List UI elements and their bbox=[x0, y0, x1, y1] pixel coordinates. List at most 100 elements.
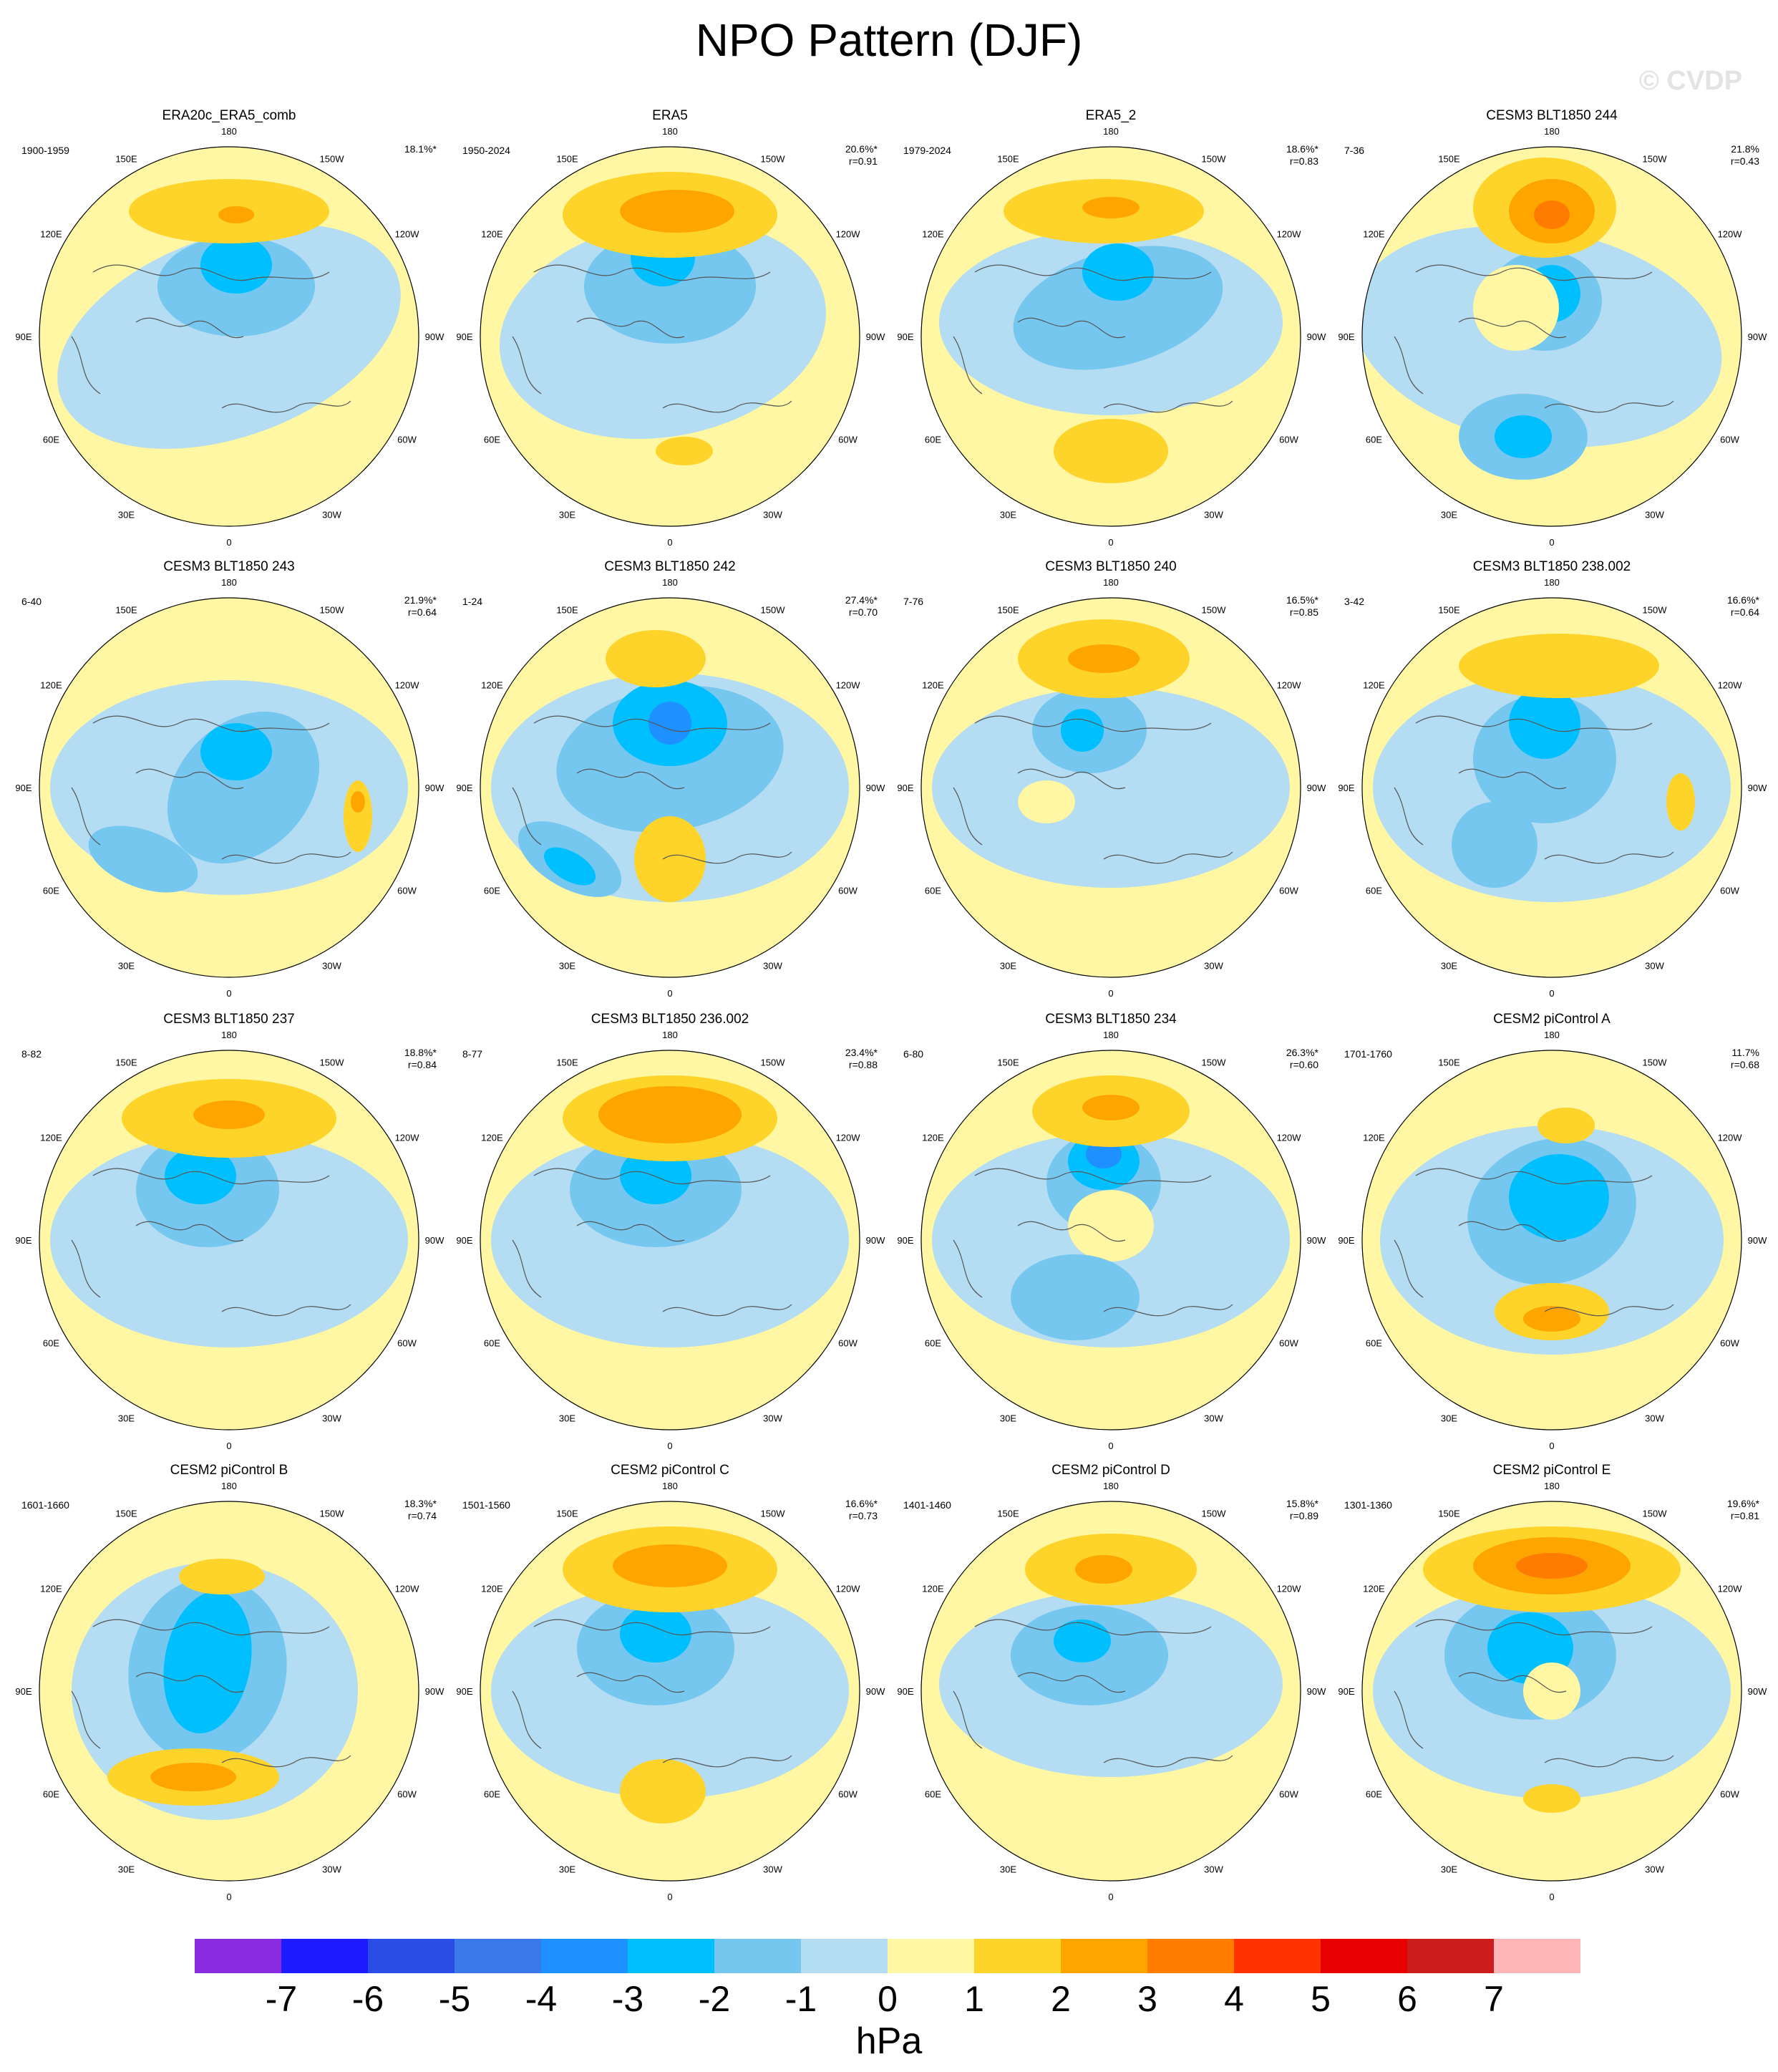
map-panel-years: 3-42 bbox=[1344, 596, 1365, 607]
variance-explained: 27.4%* bbox=[845, 594, 878, 606]
map-panel: CESM2 piControl A 1701-1760 11.7% r=0.68 0 30… bbox=[1330, 1011, 1774, 1462]
longitude-label: 180 bbox=[662, 126, 678, 137]
longitude-label: 0 bbox=[226, 988, 231, 999]
map-panel-years: 1979-2024 bbox=[903, 145, 951, 156]
polar-map: 0 30E 60E 90E 120E 150E 180 150W 120W 90W 60W 30W bbox=[15, 1481, 444, 1902]
longitude-label: 120E bbox=[40, 680, 62, 691]
polar-map: 0 30E 60E 90E 120E 150E 180 150W 120W 90W 60W 30W bbox=[1338, 577, 1767, 999]
longitude-label: 0 bbox=[667, 1441, 672, 1451]
pattern-correlation: r=0.60 bbox=[1289, 1059, 1318, 1070]
coastline bbox=[71, 264, 351, 413]
longitude-label: 90W bbox=[866, 331, 885, 342]
longitude-label: 180 bbox=[221, 1030, 237, 1040]
coastline bbox=[953, 264, 1233, 413]
longitude-label: 0 bbox=[1108, 537, 1113, 548]
longitude-label: 90E bbox=[15, 783, 31, 793]
longitude-label: 30E bbox=[559, 510, 575, 521]
longitude-label: 30E bbox=[559, 1864, 575, 1875]
positive-anomaly-contour bbox=[150, 1763, 236, 1791]
polar-map: 0 30E 60E 90E 120E 150E 180 150W 120W 90W 60W 30W bbox=[897, 577, 1326, 999]
colorbar-swatch bbox=[1494, 1939, 1580, 1973]
longitude-label: 0 bbox=[226, 1892, 231, 1902]
pattern-correlation: r=0.83 bbox=[1289, 155, 1318, 167]
map-boundary-circle bbox=[480, 597, 860, 978]
longitude-label: 90E bbox=[1338, 783, 1354, 793]
map-panel-stats: 16.6%* r=0.64 bbox=[1727, 594, 1759, 619]
longitude-label: 30W bbox=[322, 1864, 341, 1875]
variance-explained: 16.6%* bbox=[845, 1498, 878, 1509]
longitude-label: 120W bbox=[1718, 1584, 1743, 1594]
negative-anomaly-contour bbox=[620, 1147, 691, 1204]
variance-explained: 11.7% bbox=[1731, 1047, 1759, 1058]
positive-anomaly-contour bbox=[218, 206, 254, 223]
map-boundary-circle bbox=[1361, 1050, 1742, 1430]
map-panel-years: 1900-1959 bbox=[21, 145, 69, 156]
longitude-label: 30W bbox=[322, 961, 341, 972]
map-panel: CESM3 BLT1850 236.002 8-77 23.4%* r=0.88 0 30… bbox=[448, 1011, 892, 1462]
positive-anomaly-contour bbox=[1473, 265, 1559, 351]
longitude-label: 150W bbox=[1202, 153, 1227, 164]
longitude-label: 60E bbox=[925, 435, 941, 445]
longitude-label: 30E bbox=[1441, 1864, 1457, 1875]
map-panel: CESM2 piControl D 1401-1460 15.8%* r=0.89 0 3… bbox=[889, 1462, 1333, 1913]
longitude-label: 180 bbox=[1103, 1481, 1119, 1491]
longitude-label: 120W bbox=[1718, 1133, 1743, 1143]
longitude-label: 120W bbox=[1718, 229, 1743, 240]
map-panel-title: CESM3 BLT1850 238.002 bbox=[1472, 559, 1631, 574]
longitude-label: 30E bbox=[1000, 1413, 1016, 1424]
colorbar-swatch bbox=[541, 1939, 628, 1973]
longitude-label: 90W bbox=[425, 1235, 444, 1246]
longitude-label: 60E bbox=[484, 886, 500, 896]
longitude-label: 60W bbox=[1279, 1338, 1298, 1349]
map-panel-stats: 16.6%* r=0.73 bbox=[845, 1498, 878, 1522]
map-panel-years: 6-80 bbox=[903, 1048, 924, 1060]
longitude-label: 150W bbox=[320, 153, 345, 164]
longitude-label: 180 bbox=[1544, 126, 1560, 137]
longitude-label: 90E bbox=[1338, 1686, 1354, 1697]
longitude-label: 60W bbox=[1720, 435, 1739, 445]
negative-anomaly-contour bbox=[1086, 1140, 1122, 1168]
map-panel: CESM3 BLT1850 237 8-82 18.8%* r=0.84 0 30E 60E… bbox=[7, 1011, 451, 1462]
positive-anomaly-contour bbox=[179, 1559, 265, 1594]
longitude-label: 60E bbox=[484, 435, 500, 445]
longitude-label: 30W bbox=[1645, 510, 1664, 521]
longitude-label: 30W bbox=[1645, 961, 1664, 972]
longitude-label: 150E bbox=[1438, 1057, 1460, 1068]
negative-anomaly-contour bbox=[1054, 1620, 1111, 1662]
longitude-label: 60E bbox=[43, 1789, 59, 1800]
longitude-label: 180 bbox=[662, 577, 678, 588]
coastline bbox=[512, 1168, 792, 1317]
longitude-label: 120E bbox=[922, 680, 944, 691]
coastline bbox=[512, 264, 792, 413]
colorbar-tick-label: -2 bbox=[698, 1979, 731, 2019]
longitude-label: 0 bbox=[1108, 1892, 1113, 1902]
map-panel-years: 1-24 bbox=[462, 596, 483, 607]
map-panel: ERA5 1950-2024 20.6%* r=0.91 0 30E 60E 90E 120E 1… bbox=[448, 107, 892, 558]
map-panel-title: CESM3 BLT1850 236.002 bbox=[591, 1012, 749, 1027]
map-panel-years: 7-36 bbox=[1344, 145, 1365, 156]
variance-explained: 15.8%* bbox=[1286, 1498, 1318, 1509]
longitude-label: 0 bbox=[1108, 988, 1113, 999]
longitude-label: 60W bbox=[397, 1338, 417, 1349]
map-panel-stats: 23.4%* r=0.88 bbox=[845, 1047, 878, 1071]
polar-map: 0 30E 60E 90E 120E 150E 180 150W 120W 90W 60W 30W bbox=[897, 126, 1326, 548]
positive-anomaly-contour bbox=[620, 1759, 706, 1824]
map-panel: ERA20c_ERA5_comb 1900-1959 18.1%* 0 30E 60E 90… bbox=[7, 107, 451, 558]
colorbar-swatch bbox=[1407, 1939, 1494, 1973]
longitude-label: 120W bbox=[1277, 229, 1302, 240]
longitude-label: 120E bbox=[922, 1133, 944, 1143]
longitude-label: 60W bbox=[1720, 886, 1739, 896]
map-panel-years: 1601-1660 bbox=[21, 1499, 69, 1511]
map-panel-title: CESM2 piControl C bbox=[611, 1463, 729, 1478]
map-panel: CESM3 BLT1850 242 1-24 27.4%* r=0.70 0 30E 60E… bbox=[448, 558, 892, 1010]
map-panel-title: CESM3 BLT1850 243 bbox=[163, 559, 295, 574]
variance-explained: 18.1%* bbox=[404, 143, 437, 155]
variance-explained: 18.6%* bbox=[1286, 143, 1318, 155]
longitude-label: 60E bbox=[1366, 435, 1382, 445]
positive-anomaly-contour bbox=[351, 791, 365, 813]
negative-anomaly-contour bbox=[88, 826, 198, 893]
longitude-label: 90W bbox=[1748, 331, 1767, 342]
longitude-label: 90E bbox=[456, 331, 472, 342]
longitude-label: 0 bbox=[1549, 1892, 1554, 1902]
longitude-label: 150E bbox=[556, 1508, 578, 1519]
